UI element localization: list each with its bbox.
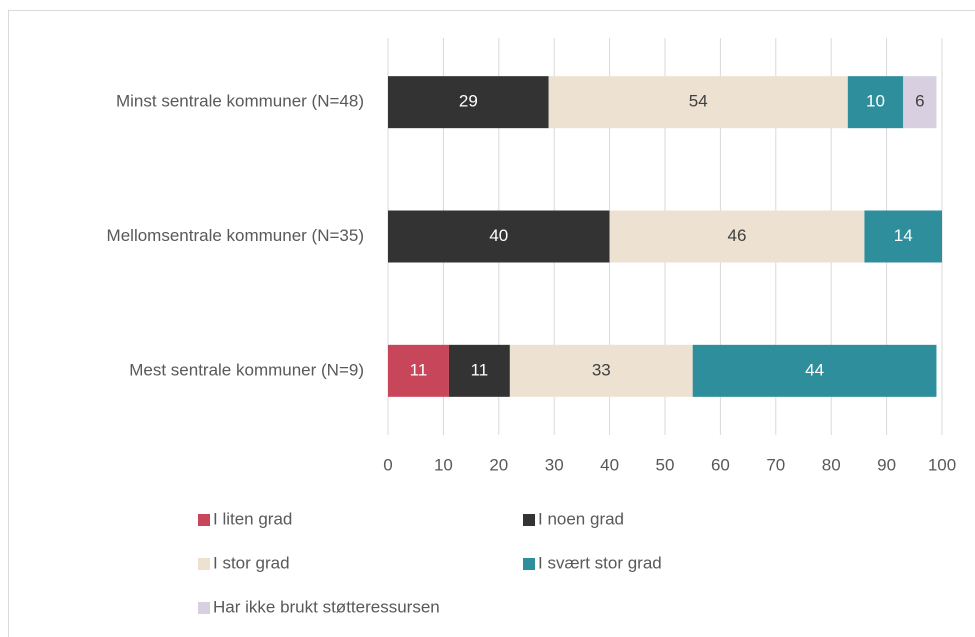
data-label: 14 bbox=[894, 226, 913, 245]
bar-segment bbox=[388, 210, 610, 263]
data-label: 29 bbox=[459, 92, 478, 111]
data-label: 44 bbox=[805, 360, 824, 379]
data-label: 11 bbox=[471, 360, 489, 379]
bar-segment bbox=[448, 344, 510, 397]
x-tick-label: 20 bbox=[489, 455, 508, 474]
data-label: 11 bbox=[410, 360, 428, 379]
x-tick-label: 70 bbox=[766, 455, 785, 474]
legend-swatch bbox=[198, 602, 210, 614]
data-label: 10 bbox=[866, 92, 885, 111]
data-label: 46 bbox=[728, 226, 747, 245]
legend-label: I liten grad bbox=[213, 509, 292, 528]
data-label: 6 bbox=[915, 92, 924, 111]
bar-segment bbox=[692, 344, 937, 397]
x-tick-label: 60 bbox=[711, 455, 730, 474]
bar-segment bbox=[509, 344, 693, 397]
bar-segment bbox=[388, 76, 549, 129]
x-tick-label: 10 bbox=[434, 455, 453, 474]
x-tick-label: 0 bbox=[383, 455, 392, 474]
legend-swatch bbox=[198, 558, 210, 570]
data-label: 33 bbox=[592, 360, 611, 379]
legend-swatch bbox=[523, 558, 535, 570]
x-tick-label: 80 bbox=[822, 455, 841, 474]
bar-segment bbox=[388, 344, 449, 397]
y-tick-label: Mest sentrale kommuner (N=9) bbox=[129, 360, 364, 379]
x-tick-label: 100 bbox=[928, 455, 956, 474]
legend-label: I noen grad bbox=[538, 509, 624, 528]
bar-segment bbox=[609, 210, 865, 263]
legend-swatch bbox=[523, 514, 535, 526]
bar-segment bbox=[903, 76, 937, 129]
bar-segment bbox=[847, 76, 904, 129]
y-tick-label: Mellomsentrale kommuner (N=35) bbox=[107, 226, 364, 245]
x-tick-label: 50 bbox=[656, 455, 675, 474]
data-label: 40 bbox=[489, 226, 508, 245]
legend-label: Har ikke brukt støtteressursen bbox=[213, 597, 440, 616]
data-label: 54 bbox=[689, 92, 708, 111]
bar-segment bbox=[548, 76, 848, 129]
legend-swatch bbox=[198, 514, 210, 526]
chart-border bbox=[8, 10, 975, 637]
bar-segment bbox=[864, 210, 942, 263]
y-tick-label: Minst sentrale kommuner (N=48) bbox=[116, 92, 364, 111]
x-tick-label: 30 bbox=[545, 455, 564, 474]
x-tick-label: 40 bbox=[600, 455, 619, 474]
x-tick-label: 90 bbox=[877, 455, 896, 474]
legend-label: I svært stor grad bbox=[538, 553, 662, 572]
legend-label: I stor grad bbox=[213, 553, 290, 572]
